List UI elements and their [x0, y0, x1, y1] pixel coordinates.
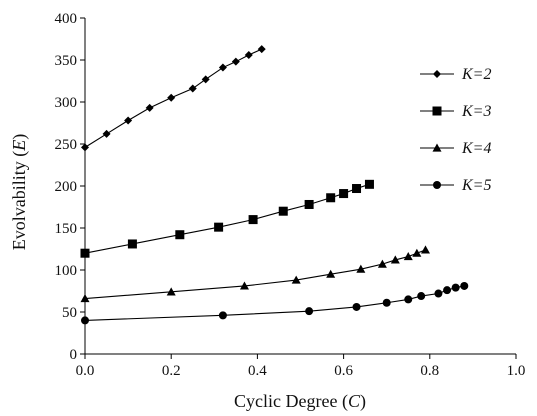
data-point-k2	[218, 63, 227, 72]
data-point-k4	[80, 294, 90, 303]
y-tick-label: 300	[55, 95, 78, 111]
data-point-k2	[81, 143, 89, 152]
legend-label: K=4	[461, 140, 491, 157]
data-point-k2	[257, 45, 266, 54]
data-point-k3	[127, 239, 137, 249]
y-axis-title: Evolvability (E)	[9, 134, 30, 250]
data-point-k5	[434, 289, 443, 298]
legend-item-k3: K=3	[420, 103, 491, 120]
data-point-k3	[214, 222, 224, 232]
data-point-k5	[417, 292, 426, 301]
data-point-k5	[382, 298, 391, 307]
data-point-k5	[404, 295, 413, 304]
series-k3	[80, 179, 374, 258]
data-point-k2	[201, 75, 210, 84]
chart-axes	[84, 18, 516, 355]
data-point-k5	[352, 302, 361, 311]
legend-item-k4: K=4	[420, 140, 491, 157]
legend-label: K=3	[461, 103, 491, 120]
data-point-k4	[239, 281, 249, 290]
data-point-k2	[145, 103, 154, 112]
x-tick-label: 0.0	[76, 363, 95, 379]
data-point-k2	[231, 57, 240, 66]
legend-item-k2: K=2	[420, 66, 491, 83]
data-point-k3	[352, 184, 362, 194]
data-point-k4	[403, 252, 413, 261]
data-point-k3	[175, 230, 185, 240]
legend-marker-diamond	[433, 70, 441, 78]
data-point-k4	[166, 287, 176, 296]
chart-series	[80, 45, 469, 325]
series-line-k4	[84, 249, 426, 300]
y-tick-label: 250	[55, 137, 78, 153]
y-tick-label: 50	[62, 305, 77, 321]
legend-label: K=5	[461, 177, 491, 194]
legend-marker-triangle	[432, 143, 442, 152]
data-point-k5	[460, 281, 469, 290]
data-point-k2	[167, 93, 176, 102]
legend-marker-square	[432, 106, 442, 116]
data-point-k2	[124, 116, 133, 125]
y-tick-label: 400	[55, 11, 78, 27]
data-point-k4	[390, 255, 400, 264]
data-point-k5	[305, 307, 314, 316]
y-tick-label: 350	[55, 53, 78, 69]
data-point-k4	[420, 245, 430, 254]
x-tick-label: 0.8	[420, 363, 439, 379]
data-point-k5	[443, 286, 452, 295]
data-point-k3	[80, 248, 90, 258]
data-point-k3	[278, 206, 288, 216]
data-point-k4	[356, 264, 366, 273]
y-axis-ticks: 0 50 100 150 200 250 300 350 400	[55, 11, 85, 363]
x-tick-label: 0.4	[248, 363, 267, 379]
data-point-k3	[339, 189, 349, 199]
data-point-k2	[102, 129, 111, 138]
data-point-k3	[304, 199, 314, 209]
data-point-k4	[326, 269, 336, 278]
chart-legend: K=2 K=3 K=4 K=5	[420, 66, 491, 194]
x-tick-label: 0.6	[334, 363, 353, 379]
series-k2	[81, 45, 266, 152]
data-point-k3	[364, 179, 374, 189]
y-tick-label: 100	[55, 263, 78, 279]
x-axis-title: Cyclic Degree (C)	[234, 391, 366, 412]
legend-item-k5: K=5	[420, 177, 491, 194]
legend-label: K=2	[461, 66, 491, 83]
x-tick-label: 1.0	[507, 363, 526, 379]
x-tick-label: 0.2	[162, 363, 181, 379]
legend-marker-circle	[433, 181, 441, 189]
data-point-k4	[377, 259, 387, 268]
data-point-k5	[451, 283, 460, 292]
data-point-k2	[188, 84, 197, 93]
y-tick-label: 200	[55, 179, 78, 195]
data-point-k2	[244, 50, 253, 59]
series-k5	[81, 281, 469, 325]
data-point-k3	[326, 193, 336, 203]
data-point-k4	[291, 275, 301, 284]
x-axis-ticks: 0.0 0.2 0.4 0.6 0.8 1.0	[76, 354, 526, 379]
series-k4	[80, 245, 430, 303]
data-point-k5	[218, 311, 227, 320]
y-tick-label: 150	[55, 221, 78, 237]
y-tick-label: 0	[70, 347, 78, 363]
data-point-k5	[81, 316, 89, 325]
data-point-k3	[248, 215, 258, 225]
data-point-k4	[412, 248, 422, 257]
